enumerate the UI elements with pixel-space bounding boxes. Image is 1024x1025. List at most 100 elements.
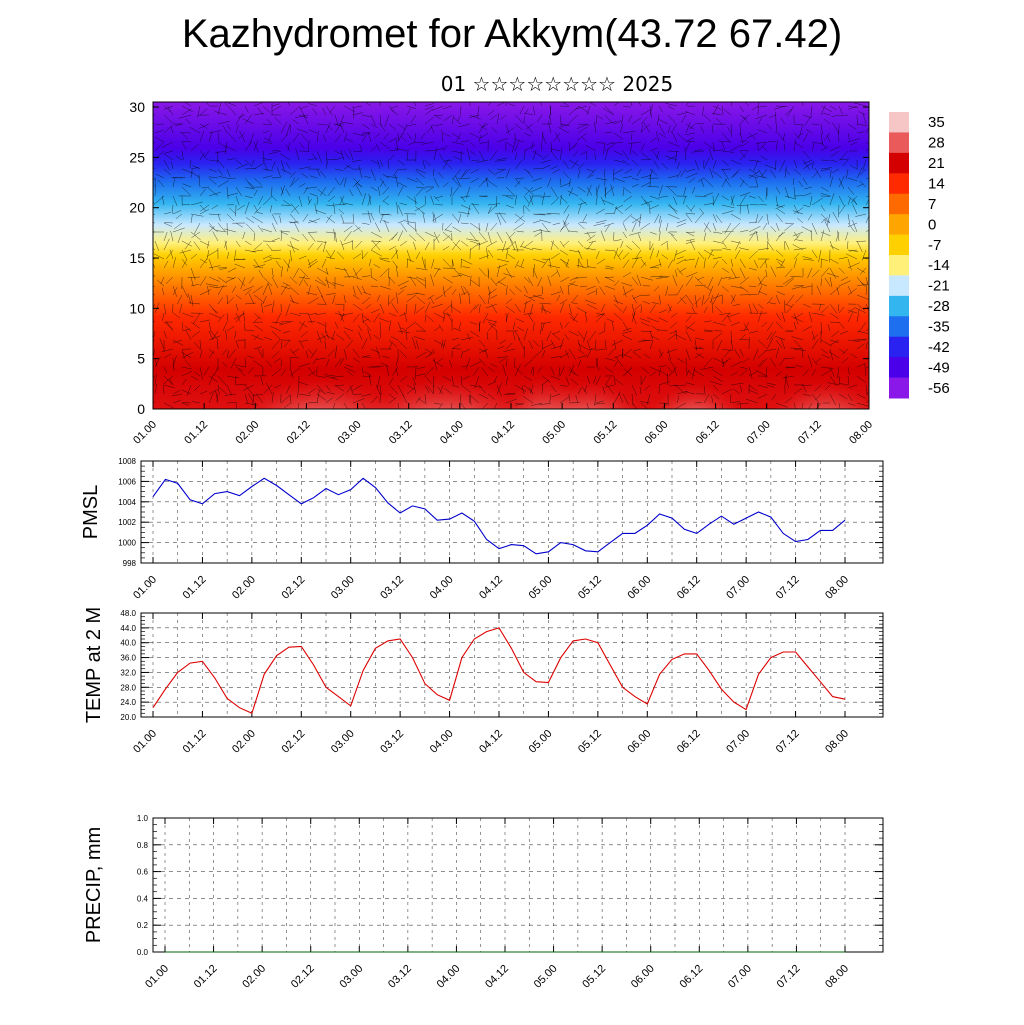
x-tick-label: 02.12 — [289, 963, 317, 991]
colorbar-label: -28 — [928, 298, 950, 315]
y-axis-label: TEMP at 2 M — [83, 607, 105, 723]
y-tick-label: 10 — [129, 300, 145, 316]
x-tick-label: 03.00 — [329, 728, 357, 756]
colorbar-swatch — [889, 214, 909, 235]
x-tick-label: 08.00 — [847, 419, 875, 447]
colorbar-label: 35 — [928, 114, 945, 131]
colorbar-swatch — [889, 153, 909, 174]
y-tick-label: 36.0 — [120, 654, 136, 663]
x-tick-label: 02.12 — [279, 574, 307, 600]
x-tick-label: 02.00 — [240, 963, 268, 991]
heatmap-field — [153, 102, 869, 409]
warm-blob — [777, 354, 873, 460]
y-tick-label: 5 — [137, 351, 145, 367]
x-tick-label: 02.00 — [230, 728, 258, 756]
x-tick-label: 03.12 — [386, 963, 414, 991]
x-tick-label: 07.12 — [774, 574, 802, 600]
x-tick-label: 05.12 — [576, 574, 604, 600]
x-tick-label: 05.12 — [580, 963, 608, 991]
x-tick-label: 04.12 — [477, 728, 505, 756]
y-tick-label: 0.8 — [137, 841, 149, 850]
y-tick-label: 30 — [129, 99, 145, 115]
warm-blob — [545, 354, 635, 460]
plot-frame — [141, 613, 883, 717]
x-tick-label: 05.00 — [540, 419, 568, 447]
x-tick-label: 02.12 — [285, 419, 313, 447]
x-tick-label: 01.00 — [131, 728, 159, 756]
x-tick-label: 07.12 — [774, 728, 802, 756]
x-tick-label: 06.00 — [643, 419, 671, 447]
x-tick-label: 01.00 — [131, 574, 159, 600]
y-tick-label: 1002 — [118, 518, 136, 527]
y-tick-label: 0.6 — [137, 868, 149, 877]
colorbar-swatch — [889, 296, 909, 317]
colorbar-swatch — [889, 275, 909, 296]
x-tick-label: 06.12 — [677, 963, 705, 991]
x-tick-label: 02.12 — [279, 728, 307, 756]
x-tick-label: 07.12 — [775, 963, 803, 991]
y-tick-label: 28.0 — [120, 683, 136, 692]
x-tick-label: 05.12 — [576, 728, 604, 756]
x-tick-label: 04.12 — [477, 574, 505, 600]
y-tick-label: 15 — [129, 250, 145, 266]
colorbar-label: -21 — [928, 278, 950, 295]
y-tick-label: 24.0 — [120, 698, 136, 707]
x-tick-label: 05.00 — [532, 963, 560, 991]
x-tick-label: 01.00 — [143, 963, 171, 991]
colorbar-label: -14 — [928, 257, 950, 274]
colorbar-swatch — [889, 194, 909, 215]
colorbar-label: -7 — [928, 237, 941, 254]
x-tick-label: 05.00 — [527, 574, 555, 600]
y-tick-label: 1006 — [118, 477, 136, 486]
plot-frame — [153, 818, 883, 952]
x-tick-label: 01.12 — [182, 419, 210, 447]
y-tick-label: 1000 — [118, 539, 136, 548]
colorbar-label: -49 — [928, 359, 950, 376]
x-tick-label: 03.12 — [378, 728, 406, 756]
colorbar-label: -56 — [928, 380, 950, 397]
colorbar-swatch — [889, 132, 909, 153]
y-tick-label: 25 — [129, 149, 145, 165]
x-tick-label: 07.00 — [724, 728, 752, 756]
y-tick-label: 32.0 — [120, 668, 136, 677]
y-tick-label: 998 — [123, 559, 137, 568]
colorbar-swatch — [889, 255, 909, 276]
x-tick-label: 07.12 — [796, 419, 824, 447]
y-tick-label: 0.0 — [137, 948, 149, 957]
x-tick-label: 01.12 — [192, 963, 220, 991]
colorbar-swatch — [889, 173, 909, 194]
plot-frame — [141, 461, 883, 563]
y-tick-label: 0.2 — [137, 921, 149, 930]
x-tick-label: 01.12 — [181, 574, 209, 600]
x-tick-label: 03.12 — [378, 574, 406, 600]
colorbar-label: 14 — [928, 176, 945, 193]
x-tick-label: 03.12 — [387, 419, 415, 447]
x-tick-label: 03.00 — [337, 963, 365, 991]
y-axis-label: PRECIP, mm — [83, 827, 105, 943]
colorbar-label: -35 — [928, 319, 950, 336]
colorbar-label: 7 — [928, 196, 936, 213]
x-tick-label: 06.12 — [675, 728, 703, 756]
y-tick-label: 1004 — [118, 498, 136, 507]
x-tick-label: 08.00 — [823, 963, 851, 991]
x-tick-label: 05.00 — [527, 728, 555, 756]
x-tick-label: 07.00 — [745, 419, 773, 447]
x-tick-label: 04.12 — [483, 963, 511, 991]
x-tick-label: 02.00 — [233, 419, 261, 447]
x-tick-label: 06.12 — [675, 574, 703, 600]
colorbar-swatch — [889, 235, 909, 256]
x-tick-label: 04.00 — [438, 419, 466, 447]
colorbar-label: 28 — [928, 135, 945, 152]
y-tick-label: 0 — [137, 401, 145, 417]
y-tick-label: 1008 — [118, 457, 136, 466]
x-tick-label: 07.00 — [726, 963, 754, 991]
colorbar-swatch — [889, 378, 909, 399]
x-tick-label: 06.00 — [625, 574, 653, 600]
y-tick-label: 1.0 — [137, 814, 149, 823]
x-tick-label: 04.12 — [489, 419, 517, 447]
colorbar-swatch — [889, 316, 909, 337]
y-tick-label: 40.0 — [120, 639, 136, 648]
